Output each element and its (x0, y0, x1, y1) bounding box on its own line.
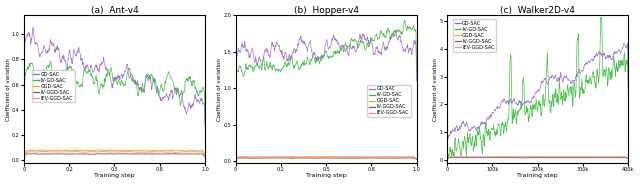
Y-axis label: Coefficient of variation: Coefficient of variation (217, 58, 222, 121)
X-axis label: Training step: Training step (517, 174, 558, 178)
Title: (c)  Walker2D-v4: (c) Walker2D-v4 (500, 6, 575, 15)
X-axis label: Training step: Training step (306, 174, 346, 178)
Y-axis label: Coefficient of variation: Coefficient of variation (433, 58, 438, 121)
Legend: GD-SAC, IV-GD-SAC, GGD-SAC, IV-GGD-SAC, IEV-GGD-SAC: GD-SAC, IV-GD-SAC, GGD-SAC, IV-GGD-SAC, … (367, 85, 411, 117)
Title: (b)  Hopper-v4: (b) Hopper-v4 (294, 6, 358, 15)
Legend: GD-SAC, IV-GD-SAC, GGD-SAC, IV-GGD-SAC, IEV-GGD-SAC: GD-SAC, IV-GD-SAC, GGD-SAC, IV-GGD-SAC, … (32, 70, 75, 102)
Legend: GD-SAC, IV-GD-SAC, GGD-SAC, IV-GGD-SAC, IEV-GGD-SAC: GD-SAC, IV-GD-SAC, GGD-SAC, IV-GGD-SAC, … (453, 19, 497, 52)
X-axis label: Training step: Training step (94, 174, 135, 178)
Y-axis label: Coefficient of variation: Coefficient of variation (6, 58, 10, 121)
Title: (a)  Ant-v4: (a) Ant-v4 (90, 6, 138, 15)
